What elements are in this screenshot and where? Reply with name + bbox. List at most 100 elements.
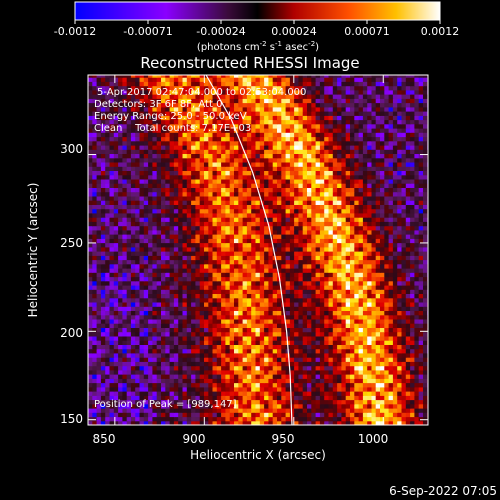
- heatmap-cell: [418, 289, 424, 294]
- heatmap-cell: [337, 200, 342, 205]
- heatmap-cell: [126, 183, 132, 188]
- heatmap-cell: [259, 391, 265, 396]
- heatmap-cell: [229, 374, 235, 379]
- heatmap-cell: [268, 302, 274, 307]
- heatmap-cell: [126, 408, 132, 413]
- heatmap-cell: [358, 314, 364, 320]
- heatmap-cell: [289, 302, 295, 307]
- heatmap-cell: [414, 195, 420, 201]
- heatmap-cell: [165, 225, 171, 231]
- heatmap-cell: [246, 297, 252, 303]
- heatmap-cell: [199, 221, 205, 227]
- heatmap-cell: [268, 361, 274, 367]
- heatmap-cell: [221, 302, 226, 307]
- heatmap-cell: [259, 280, 265, 286]
- heatmap-cell: [156, 391, 162, 396]
- heatmap-cell: [362, 318, 368, 324]
- heatmap-cell: [388, 318, 394, 324]
- heatmap-cell: [238, 187, 244, 193]
- heatmap-cell: [186, 306, 192, 311]
- heatmap-cell: [255, 403, 261, 409]
- heatmap-cell: [109, 323, 115, 328]
- heatmap-cell: [332, 348, 338, 354]
- heatmap-cell: [130, 416, 136, 422]
- heatmap-cell: [242, 306, 248, 311]
- heatmap-cell: [216, 357, 222, 362]
- heatmap-cell: [139, 170, 145, 176]
- heatmap-cell: [345, 335, 351, 341]
- heatmap-cell: [135, 335, 141, 341]
- heatmap-cell: [380, 217, 385, 222]
- heatmap-cell: [414, 242, 420, 248]
- heatmap-cell: [251, 318, 257, 324]
- heatmap-cell: [234, 229, 239, 235]
- heatmap-cell: [130, 162, 136, 167]
- heatmap-cell: [311, 335, 317, 341]
- heatmap-cell: [259, 412, 265, 418]
- heatmap-cell: [388, 170, 394, 176]
- heatmap-cell: [199, 263, 205, 269]
- heatmap-cell: [173, 314, 179, 320]
- heatmap-cell: [221, 259, 226, 265]
- heatmap-cell: [126, 157, 132, 163]
- heatmap-cell: [191, 382, 196, 388]
- heatmap-cell: [148, 335, 153, 341]
- heatmap-cell: [315, 416, 321, 422]
- heatmap-cell: [328, 310, 334, 316]
- heatmap-cell: [113, 208, 119, 214]
- heatmap-cell: [423, 234, 428, 239]
- heatmap-cell: [148, 348, 153, 354]
- heatmap-cell: [414, 391, 420, 396]
- heatmap-cell: [221, 310, 226, 316]
- heatmap-cell: [143, 162, 149, 167]
- heatmap-cell: [182, 289, 188, 294]
- heatmap-cell: [255, 297, 261, 303]
- heatmap-cell: [148, 318, 153, 324]
- heatmap-cell: [199, 331, 205, 337]
- heatmap-cell: [100, 162, 106, 167]
- heatmap-cell: [242, 221, 248, 227]
- heatmap-cell: [350, 302, 355, 307]
- heatmap-cell: [234, 412, 239, 418]
- heatmap-cell: [143, 272, 149, 278]
- heatmap-cell: [375, 208, 381, 214]
- heatmap-cell: [281, 408, 287, 413]
- heatmap-cell: [234, 174, 239, 180]
- heatmap-cell: [281, 340, 287, 345]
- heatmap-cell: [169, 395, 175, 401]
- heatmap-cell: [388, 251, 394, 256]
- heatmap-cell: [380, 221, 385, 227]
- heatmap-cell: [216, 208, 222, 214]
- heatmap-cell: [234, 297, 239, 303]
- colorbar-tick-1: -0.00071: [123, 25, 172, 38]
- heatmap-cell: [109, 195, 115, 201]
- heatmap-cell: [328, 234, 334, 239]
- heatmap-cell: [354, 314, 360, 320]
- heatmap-cell: [165, 335, 171, 341]
- heatmap-cell: [337, 412, 342, 418]
- heatmap-cell: [126, 357, 132, 362]
- heatmap-cell: [212, 234, 218, 239]
- heatmap-cell: [161, 246, 166, 252]
- heatmap-cell: [272, 166, 278, 171]
- heatmap-cell: [328, 335, 334, 341]
- heatmap-cell: [100, 386, 106, 392]
- heatmap-cell: [161, 285, 166, 290]
- heatmap-cell: [298, 200, 304, 205]
- heatmap-cell: [354, 191, 360, 197]
- heatmap-cell: [178, 221, 184, 227]
- heatmap-cell: [182, 306, 188, 311]
- heatmap-cell: [96, 170, 102, 176]
- heatmap-cell: [397, 327, 403, 333]
- heatmap-cell: [405, 365, 411, 371]
- heatmap-cell: [234, 318, 239, 324]
- heatmap-cell: [285, 263, 291, 269]
- heatmap-cell: [289, 208, 295, 214]
- heatmap-cell: [302, 268, 308, 273]
- heatmap-cell: [337, 280, 342, 286]
- heatmap-cell: [234, 357, 239, 362]
- heatmap-cell: [367, 178, 373, 184]
- heatmap-cell: [178, 340, 184, 345]
- heatmap-cell: [401, 204, 407, 210]
- heatmap-cell: [156, 234, 162, 239]
